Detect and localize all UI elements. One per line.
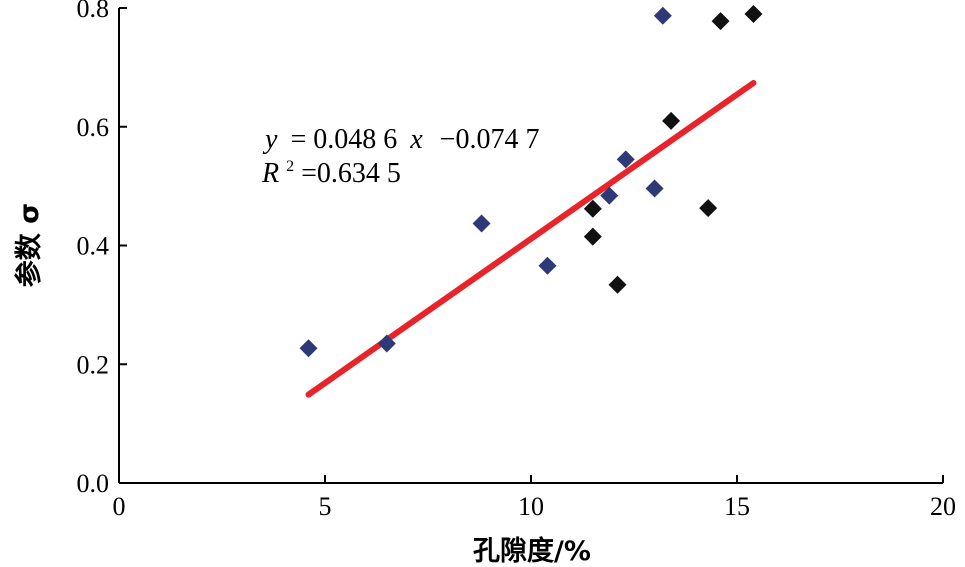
data-point: [645, 179, 664, 198]
y-tick-label: 0.4: [77, 232, 110, 261]
x-tick-label: 5: [319, 492, 332, 521]
x-axis-ticks: 0 5 10 15 20: [113, 475, 956, 521]
data-point: [662, 111, 681, 130]
data-point: [377, 334, 396, 353]
r2-superscript: 2: [286, 158, 294, 175]
y-tick-label: 0.6: [77, 113, 110, 142]
y-tick-label: 0.8: [77, 0, 110, 23]
data-point: [583, 227, 602, 246]
x-axis-title: 孔隙度/%: [473, 535, 591, 567]
data-point: [608, 275, 627, 294]
r2-value: =0.634 5: [301, 158, 401, 189]
x-tick-label: 15: [724, 492, 750, 521]
y-axis-ticks: 0.0 0.2 0.4 0.6 0.8: [77, 0, 127, 498]
equation-x-var: x: [409, 124, 423, 155]
data-point: [711, 12, 730, 31]
data-point: [616, 150, 635, 169]
r2-var: R: [261, 158, 279, 189]
data-point: [600, 186, 619, 205]
x-tick-label: 10: [518, 492, 544, 521]
equation-y-var: y: [262, 124, 278, 155]
data-point: [299, 339, 318, 358]
x-tick-label: 0: [113, 492, 126, 521]
y-tick-label: 0.0: [77, 469, 110, 498]
data-point: [744, 4, 763, 23]
r-squared-label: R 2 =0.634 5: [261, 147, 401, 189]
data-point: [699, 199, 718, 218]
data-point: [472, 214, 491, 233]
equation-intercept: −0.074 7: [440, 124, 540, 155]
data-point: [583, 199, 602, 218]
y-tick-label: 0.2: [77, 350, 110, 379]
data-points: [299, 4, 763, 358]
equation-coef: = 0.048 6: [290, 124, 397, 155]
y-axis-title: 参数 σ: [13, 203, 45, 287]
x-tick-label: 20: [930, 492, 956, 521]
equation-label: y = 0.048 6 x −0.074 7: [262, 124, 539, 155]
data-point: [538, 256, 557, 275]
data-point: [653, 6, 672, 25]
